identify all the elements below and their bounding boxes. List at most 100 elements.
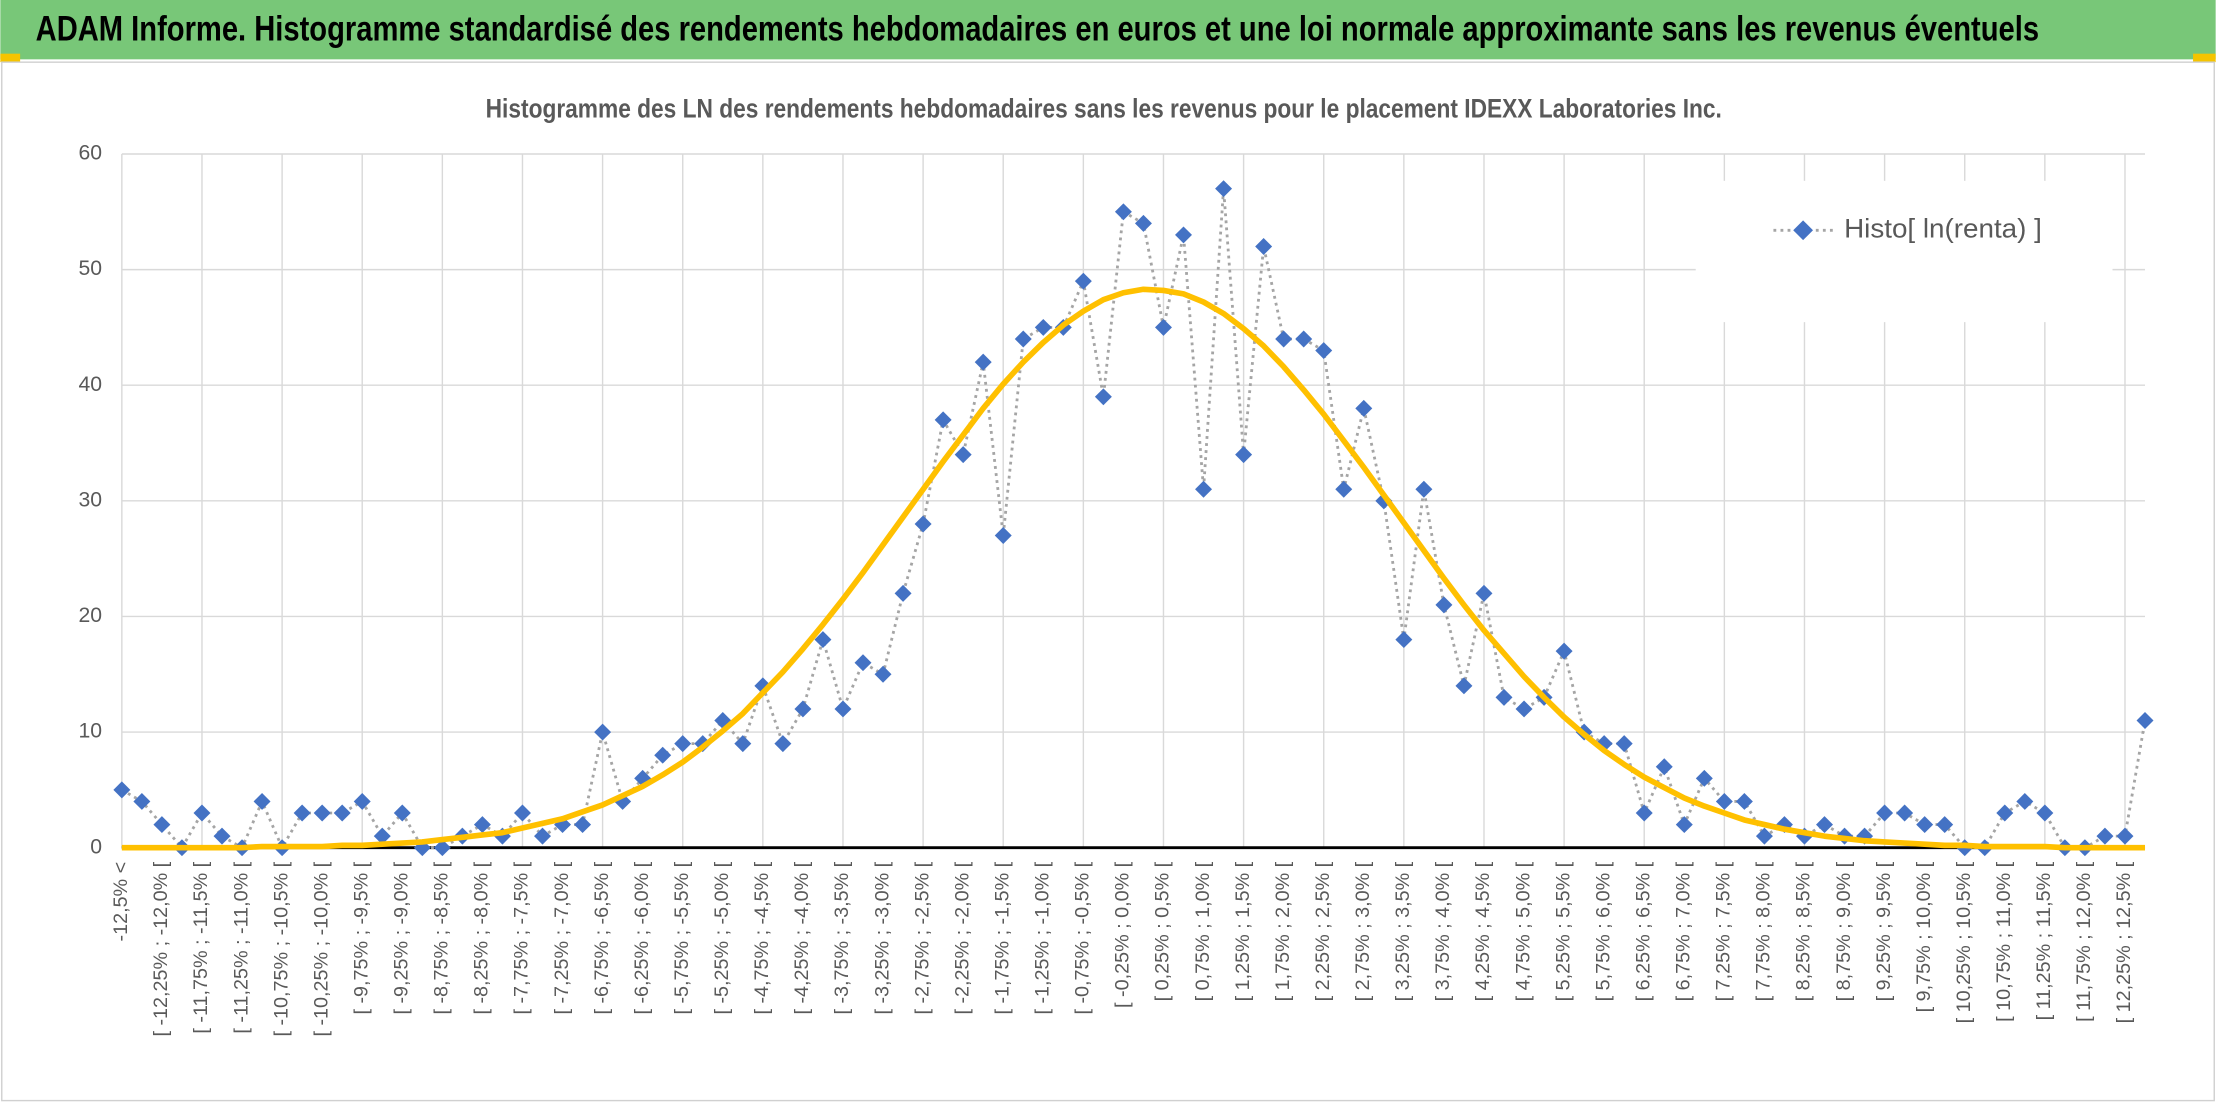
x-tick-label: [ -10,75% ; -10,5% [ [270,861,292,1036]
marker [1916,816,1934,834]
marker [393,804,411,822]
marker [373,827,391,845]
header-title: ADAM Informe. Histogramme standardisé de… [36,9,2039,48]
x-tick-label: [ 5,25% ; 5,5% [ [1552,861,1574,1001]
x-tick-label: [ 10,75% ; 11,0% [ [1993,861,2015,1022]
marker [133,792,151,810]
x-tick-label: [ -11,75% ; -11,5% [ [190,861,212,1033]
x-tick-label: [ -12,25% ; -12,0% [ [150,861,172,1036]
marker [1375,492,1393,510]
marker [1555,642,1573,660]
marker [433,839,451,857]
header-accent [2193,53,2216,63]
marker [253,792,271,810]
x-tick-label: [ 9,75% ; 10,0% [ [1913,861,1935,1012]
y-tick-label: 40 [78,373,102,396]
marker [874,665,892,683]
marker [333,804,351,822]
x-tick-label: [ 2,75% ; 3,0% [ [1352,861,1374,1001]
marker [1034,318,1052,336]
marker [1335,480,1353,498]
x-tick-label: [ -7,75% ; -7,5% [ [511,861,533,1014]
x-tick-label: [ -2,75% ; -2,5% [ [911,861,933,1014]
marker [834,700,852,718]
marker [193,804,211,822]
marker [934,411,952,429]
marker [1134,214,1152,232]
marker [1315,342,1333,360]
x-tick-label: [ 8,25% ; 8,5% [ [1793,861,1815,1001]
x-tick-label: [ 10,25% ; 10,5% [ [1953,861,1975,1023]
marker [1695,769,1713,787]
marker [1936,816,1954,834]
x-tick-label: [ -0,75% ; -0,5% [ [1072,861,1094,1014]
x-tick-label: [ -4,25% ; -4,0% [ [791,861,813,1014]
x-tick-label: [ -11,25% ; -11,0% [ [230,861,252,1033]
x-tick-label: [ -4,75% ; -4,5% [ [751,861,773,1014]
chart-title: Histogramme des LN des rendements hebdom… [486,93,1722,123]
x-tick-label: [ 3,75% ; 4,0% [ [1432,861,1454,1001]
x-tick-label: [ 11,25% ; 11,5% [ [2033,861,2055,1020]
header-bar [0,0,2216,60]
x-tick-label: [ 4,25% ; 4,5% [ [1472,861,1494,1001]
x-tick-label: [ 5,75% ; 6,0% [ [1592,861,1614,1001]
marker [1455,677,1473,695]
marker [1114,203,1132,221]
marker [1755,827,1773,845]
marker [2036,804,2054,822]
marker [113,781,131,799]
marker [534,827,551,845]
x-tick-label: [ 0,25% ; 0,5% [ [1152,861,1174,1001]
marker [1515,700,1533,718]
x-tick-label: [ -8,25% ; -8,0% [ [471,861,493,1014]
marker [213,827,231,845]
marker [914,515,932,533]
marker [714,712,732,729]
x-tick-label: [ 8,75% ; 9,0% [ [1833,861,1855,1001]
x-tick-label: [ -9,25% ; -9,0% [ [391,861,413,1014]
x-tick-label: [ 1,75% ; 2,0% [ [1272,861,1294,1001]
marker [1735,792,1753,810]
x-tick-label: [ -8,75% ; -8,5% [ [431,861,453,1014]
x-tick-label: [ -6,25% ; -6,0% [ [631,861,653,1014]
series-line [121,286,2146,851]
marker [954,446,972,464]
chart-border [1,61,2215,1102]
y-tick-label: 50 [78,257,102,280]
marker [1635,804,1653,822]
x-tick-label: [ 11,75% ; 12,0% [ [2073,861,2095,1022]
x-tick-label: [ -10,25% ; -10,0% [ [310,861,332,1036]
marker [2096,827,2114,845]
x-tick-label: [ -0,25% ; 0,0% [ [1112,861,1134,1008]
marker [1495,688,1513,706]
y-tick-label: 20 [78,604,102,627]
x-tick-label: [ 3,25% ; 3,5% [ [1392,861,1414,1001]
marker [814,631,832,649]
marker [1014,330,1032,348]
marker [774,735,792,753]
x-tick-label: [ 6,25% ; 6,5% [ [1632,861,1654,1001]
header-accent [0,53,21,63]
marker [974,353,992,371]
marker [1235,446,1253,464]
marker [1896,804,1914,822]
marker [734,735,752,753]
y-tick-label: 0 [90,835,102,858]
legend-marker [1793,220,1813,241]
y-tick-label: 30 [78,488,102,511]
x-tick-label: [ 6,75% ; 7,0% [ [1673,861,1695,1001]
x-tick-label: [ -5,25% ; -5,0% [ [711,861,733,1014]
x-tick-label: [ -1,25% ; -1,0% [ [1032,861,1054,1014]
marker [1655,758,1673,776]
x-tick-label: [ 9,25% ; 9,5% [ [1873,861,1895,1001]
marker [513,804,531,822]
y-tick-label: 10 [78,720,102,743]
x-tick-label: -12,5% < [110,862,132,942]
x-tick-label: [ -9,75% ; -9,5% [ [350,861,372,1014]
marker [2136,712,2154,729]
legend-label: Histo[ ln(renta) ] [1844,213,2042,243]
x-tick-label: [ -7,25% ; -7,0% [ [551,861,573,1014]
marker [594,723,612,741]
